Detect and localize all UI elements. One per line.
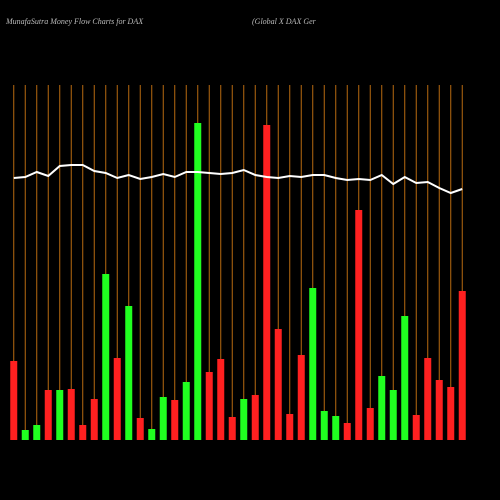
bar	[401, 316, 409, 440]
bar	[297, 355, 305, 440]
bar	[10, 361, 18, 440]
bar	[240, 399, 248, 440]
bar	[171, 400, 179, 440]
bar	[33, 425, 41, 440]
bar	[332, 416, 340, 440]
bar	[274, 329, 282, 440]
bar	[194, 123, 202, 440]
bar	[90, 399, 98, 440]
chart-subtitle: (Global X DAX Ger	[252, 17, 317, 26]
bar	[182, 382, 190, 440]
bar	[378, 376, 386, 440]
chart-title: MunafaSutra Money Flow Charts for DAX	[5, 17, 144, 26]
bar	[343, 423, 351, 440]
bar	[148, 429, 156, 440]
bar	[113, 358, 121, 440]
bar	[435, 380, 443, 440]
bar	[228, 417, 236, 440]
bar	[389, 390, 397, 440]
bar	[251, 395, 259, 440]
bar	[136, 418, 144, 440]
bar	[458, 291, 466, 440]
bar	[159, 397, 167, 440]
bar	[79, 425, 87, 440]
bar	[217, 359, 225, 440]
bar	[263, 125, 271, 440]
bar	[286, 414, 294, 440]
bar	[424, 358, 432, 440]
bar	[67, 389, 75, 440]
bar	[412, 415, 420, 440]
bar	[366, 408, 374, 440]
bar	[56, 390, 64, 440]
bar	[21, 430, 29, 440]
bar	[125, 306, 133, 440]
bar	[44, 390, 52, 440]
bar	[447, 387, 455, 440]
bar	[355, 210, 363, 440]
bar	[309, 288, 317, 440]
bar	[205, 372, 213, 440]
money-flow-line	[13, 164, 463, 195]
bar	[320, 411, 328, 440]
bar	[102, 274, 110, 440]
